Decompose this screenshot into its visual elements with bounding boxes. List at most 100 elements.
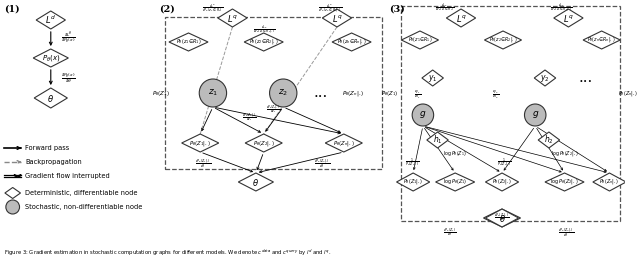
Text: $\log P_\theta(Z_1)$: $\log P_\theta(Z_1)$ bbox=[443, 149, 467, 158]
Text: $y_2$: $y_2$ bbox=[540, 73, 550, 83]
Polygon shape bbox=[332, 33, 371, 51]
Text: Deterministic, differentiable node: Deterministic, differentiable node bbox=[26, 190, 138, 196]
Text: $\frac{1}{P_\theta(Z_2|.)}$: $\frac{1}{P_\theta(Z_2|.)}$ bbox=[497, 156, 511, 168]
Polygon shape bbox=[554, 9, 583, 27]
Polygon shape bbox=[446, 9, 476, 27]
Polygon shape bbox=[401, 31, 438, 49]
Text: $P_\theta(z_1\!\in\!R_1)$: $P_\theta(z_1\!\in\!R_1)$ bbox=[175, 37, 202, 46]
Text: $g$: $g$ bbox=[419, 110, 427, 120]
Text: $\frac{\partial y_2}{\partial h_2}$: $\frac{\partial y_2}{\partial h_2}$ bbox=[492, 89, 500, 101]
Text: $\frac{\partial L^q}{\partial P_\theta(z_2 \in R_2|.)}$: $\frac{\partial L^q}{\partial P_\theta(z… bbox=[318, 2, 342, 14]
Text: $g$: $g$ bbox=[532, 110, 539, 120]
Text: $L^q$: $L^q$ bbox=[456, 12, 467, 23]
Polygon shape bbox=[397, 173, 429, 191]
Text: Gradient flow interrupted: Gradient flow interrupted bbox=[26, 173, 110, 179]
Text: $L^d$: $L^d$ bbox=[45, 14, 56, 26]
Text: ...: ... bbox=[579, 71, 593, 85]
Text: $P_\theta(z_2\!\in\!R_2|.)$: $P_\theta(z_2\!\in\!R_2|.)$ bbox=[249, 37, 278, 46]
Polygon shape bbox=[244, 33, 284, 51]
Text: $P_\theta(Z_2|.)$: $P_\theta(Z_2|.)$ bbox=[253, 139, 275, 148]
Polygon shape bbox=[325, 134, 362, 152]
Text: $P_\theta(Z_1|.)$: $P_\theta(Z_1|.)$ bbox=[189, 139, 211, 148]
Polygon shape bbox=[483, 209, 520, 227]
Polygon shape bbox=[169, 33, 208, 51]
Text: $L^q$: $L^q$ bbox=[227, 12, 238, 23]
Text: $\theta$: $\theta$ bbox=[499, 213, 506, 224]
Text: $\frac{\partial P_\theta(Z_n|.)}{\partial \theta}$: $\frac{\partial P_\theta(Z_n|.)}{\partia… bbox=[314, 158, 330, 171]
Text: $P_\theta(z_1\!\in\!R_1)$: $P_\theta(z_1\!\in\!R_1)$ bbox=[408, 35, 432, 45]
Text: $P_\theta(Z_n|.)$: $P_\theta(Z_n|.)$ bbox=[333, 139, 355, 148]
Text: Figure 3: Gradient estimation in stochastic computation graphs for different mod: Figure 3: Gradient estimation in stochas… bbox=[4, 248, 332, 258]
Text: $\frac{\partial P_\theta(Z_1|.)}{\partial \theta}$: $\frac{\partial P_\theta(Z_1|.)}{\partia… bbox=[195, 158, 211, 171]
Text: $P_\theta(Z_1)$: $P_\theta(Z_1)$ bbox=[152, 88, 170, 97]
Polygon shape bbox=[323, 9, 351, 27]
Polygon shape bbox=[484, 31, 522, 49]
Text: $z_1$: $z_1$ bbox=[208, 88, 218, 98]
Text: (2): (2) bbox=[159, 5, 175, 14]
Text: $\frac{\partial L^q}{\partial P_\theta(z_1 \in R_1)}$: $\frac{\partial L^q}{\partial P_\theta(z… bbox=[202, 2, 223, 14]
Polygon shape bbox=[593, 173, 626, 191]
Polygon shape bbox=[422, 70, 444, 86]
Polygon shape bbox=[245, 134, 282, 152]
Text: $P_\theta(Z_n|.)$: $P_\theta(Z_n|.)$ bbox=[618, 88, 639, 97]
Text: $\frac{\partial P_\theta(Z_2|.)}{\partial z_1}$: $\frac{\partial P_\theta(Z_2|.)}{\partia… bbox=[242, 112, 257, 124]
Text: $\theta$: $\theta$ bbox=[252, 177, 259, 187]
Text: $y_1$: $y_1$ bbox=[428, 73, 438, 83]
Polygon shape bbox=[485, 209, 518, 227]
Circle shape bbox=[199, 79, 227, 107]
Polygon shape bbox=[218, 9, 247, 27]
Text: $P_\theta(Z_n|.)$: $P_\theta(Z_n|.)$ bbox=[599, 177, 620, 186]
Text: $\frac{\partial P_\theta(Z_n|.)}{\partial z_1}$: $\frac{\partial P_\theta(Z_n|.)}{\partia… bbox=[266, 104, 280, 116]
Polygon shape bbox=[36, 11, 65, 29]
Text: ...: ... bbox=[313, 86, 328, 100]
Text: $\frac{\partial L^q}{\partial P_\theta(z_1 \in R_1)}$: $\frac{\partial L^q}{\partial P_\theta(z… bbox=[435, 2, 454, 14]
Polygon shape bbox=[34, 88, 67, 108]
Polygon shape bbox=[238, 173, 273, 191]
Text: $\log P_\theta(Z_2|.)$: $\log P_\theta(Z_2|.)$ bbox=[550, 177, 579, 186]
Text: Forward pass: Forward pass bbox=[26, 145, 70, 151]
Text: $\frac{\partial L^q}{\partial P_\theta(z_2 \in R_2|.)}$: $\frac{\partial L^q}{\partial P_\theta(z… bbox=[550, 2, 573, 14]
Text: $L^q$: $L^q$ bbox=[332, 12, 342, 23]
Text: $\frac{\partial L^q}{\partial P_\theta(z_2 \in R_2|.)}$: $\frac{\partial L^q}{\partial P_\theta(z… bbox=[253, 24, 275, 36]
Text: $\log P_\theta(Z_2|.)$: $\log P_\theta(Z_2|.)$ bbox=[550, 149, 579, 158]
Polygon shape bbox=[545, 173, 584, 191]
Circle shape bbox=[6, 200, 20, 214]
Polygon shape bbox=[427, 132, 448, 148]
Polygon shape bbox=[534, 70, 556, 86]
Text: (1): (1) bbox=[4, 5, 20, 14]
Text: $h_2$: $h_2$ bbox=[544, 134, 554, 146]
Text: $z_2$: $z_2$ bbox=[278, 88, 289, 98]
Text: $\theta$: $\theta$ bbox=[47, 92, 54, 103]
Text: $P_\theta(Z_n|.)$: $P_\theta(Z_n|.)$ bbox=[342, 88, 365, 97]
Text: $P_\theta(x)$: $P_\theta(x)$ bbox=[42, 53, 60, 63]
Text: $\frac{\partial P_\theta(Z_1)}{\partial \theta}$: $\frac{\partial P_\theta(Z_1)}{\partial … bbox=[443, 227, 456, 239]
Polygon shape bbox=[33, 49, 68, 67]
Text: $\frac{1}{P_\theta(Z_1|.)}$: $\frac{1}{P_\theta(Z_1|.)}$ bbox=[404, 156, 420, 168]
Polygon shape bbox=[5, 187, 20, 199]
Text: $L^q$: $L^q$ bbox=[563, 12, 574, 23]
Text: $\frac{\partial L^\theta}{\partial P_\theta(x)}$: $\frac{\partial L^\theta}{\partial P_\th… bbox=[61, 30, 76, 46]
Circle shape bbox=[269, 79, 297, 107]
Text: $P_\theta(z_n\!\in\!R_n|.)$: $P_\theta(z_n\!\in\!R_n|.)$ bbox=[337, 37, 367, 46]
Polygon shape bbox=[436, 173, 475, 191]
Text: $\frac{\partial P_\theta(Z_1|.)}{\partial \theta}$: $\frac{\partial P_\theta(Z_1|.)}{\partia… bbox=[494, 212, 509, 224]
Text: $P_\theta(Z_1)$: $P_\theta(Z_1)$ bbox=[381, 88, 399, 97]
Polygon shape bbox=[485, 173, 518, 191]
Text: (3): (3) bbox=[388, 5, 404, 14]
Text: $P_\theta(Z_2|.)$: $P_\theta(Z_2|.)$ bbox=[492, 177, 512, 186]
Polygon shape bbox=[583, 31, 620, 49]
Text: $\frac{\partial y_1}{\partial h_1}$: $\frac{\partial y_1}{\partial h_1}$ bbox=[414, 89, 422, 101]
Text: $\frac{\partial P_\theta(Z_n|.)}{\partial \theta}$: $\frac{\partial P_\theta(Z_n|.)}{\partia… bbox=[559, 227, 575, 239]
Text: $P_\theta(z_2\!\in\!R_2|.)$: $P_\theta(z_2\!\in\!R_2|.)$ bbox=[489, 35, 517, 45]
Circle shape bbox=[412, 104, 434, 126]
Text: Backpropagation: Backpropagation bbox=[26, 159, 82, 165]
Text: $P_\theta(Z_1|.)$: $P_\theta(Z_1|.)$ bbox=[403, 177, 423, 186]
Text: $\log P_\theta(Z_1)$: $\log P_\theta(Z_1)$ bbox=[443, 177, 467, 186]
Polygon shape bbox=[538, 132, 559, 148]
Circle shape bbox=[525, 104, 546, 126]
Text: $h_1$: $h_1$ bbox=[433, 134, 442, 146]
Text: $P_\theta(z_n\!\in\!R_n|.)$: $P_\theta(z_n\!\in\!R_n|.)$ bbox=[588, 35, 616, 45]
Polygon shape bbox=[182, 134, 219, 152]
Text: $\frac{\partial P_\theta(x)}{\partial \theta}$: $\frac{\partial P_\theta(x)}{\partial \t… bbox=[61, 71, 76, 85]
Text: Stochastic, non-differentiable node: Stochastic, non-differentiable node bbox=[26, 204, 143, 210]
